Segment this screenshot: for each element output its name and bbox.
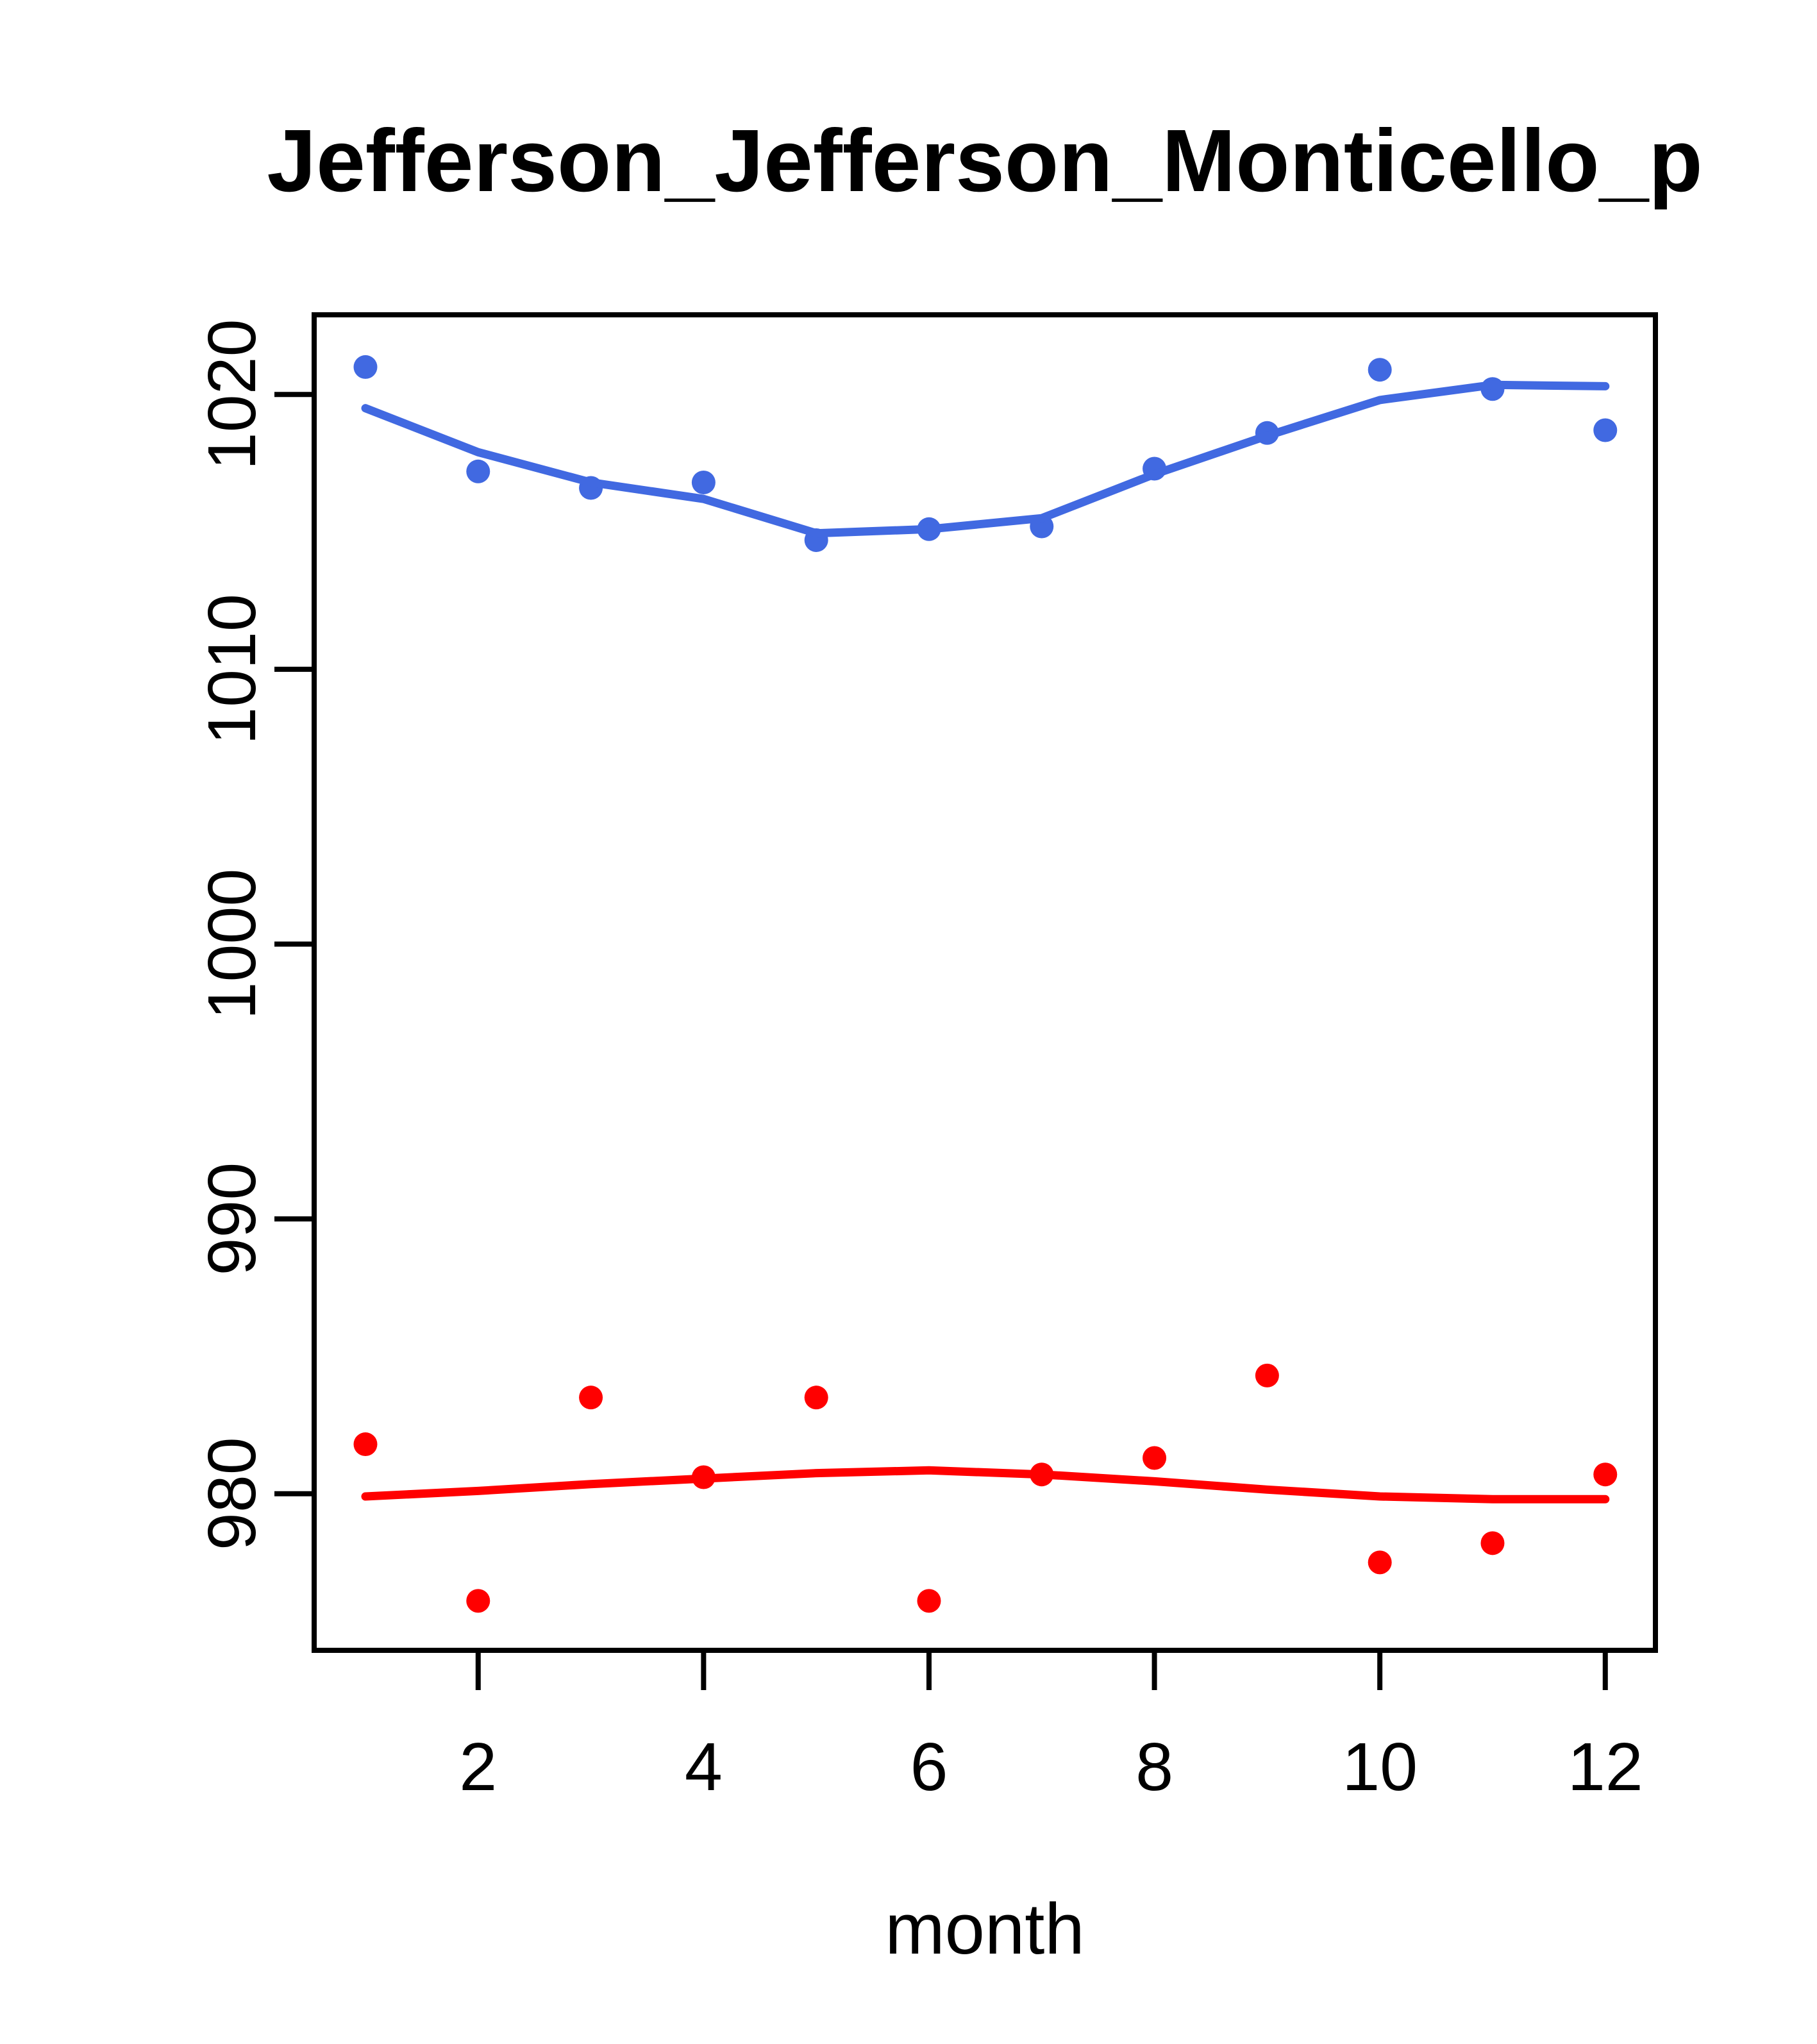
low-pressure-points-m3 [579, 1386, 603, 1410]
high-pressure-points-m4 [691, 470, 716, 494]
low-pressure-points-m9 [1255, 1363, 1279, 1387]
x-axis-title: month [885, 1889, 1084, 1969]
plot-frame [312, 312, 1658, 1653]
low-pressure-points-m5 [804, 1386, 828, 1410]
low-pressure-points-m8 [1143, 1446, 1167, 1470]
y-tick-label-1010: 1010 [194, 594, 270, 745]
high-pressure-points-m12 [1593, 418, 1618, 442]
axes: 2 4 6 8 10 12 980 990 1000 1010 1020 [194, 312, 1658, 1805]
data-series [353, 355, 1618, 1613]
low-pressure-points-m1 [353, 1432, 378, 1457]
low-pressure-points-m12 [1593, 1462, 1618, 1487]
y-tick-label-980: 980 [194, 1437, 270, 1550]
y-tick-label-990: 990 [194, 1162, 270, 1276]
x-tick-label-8: 8 [1135, 1729, 1173, 1805]
y-tick-label-1020: 1020 [194, 319, 270, 470]
low-pressure-points-m11 [1480, 1531, 1505, 1555]
low-pressure-points-m2 [466, 1589, 490, 1613]
x-tick-label-2: 2 [459, 1729, 497, 1805]
high-pressure-smooth-path [361, 380, 1610, 538]
low-pressure-smooth-path [361, 1466, 1610, 1504]
chart-title: Jefferson_Jefferson_Monticello_p [267, 112, 1702, 210]
x-tick-label-12: 12 [1568, 1729, 1643, 1805]
low-pressure-points-m6 [917, 1589, 941, 1613]
high-pressure-points-m1 [353, 355, 378, 379]
high-pressure-points-m2 [466, 459, 490, 483]
x-tick-label-4: 4 [685, 1729, 723, 1805]
y-tick-label-1000: 1000 [194, 869, 270, 1020]
high-pressure-points-m10 [1368, 358, 1392, 382]
low-pressure-points-m10 [1368, 1550, 1392, 1575]
x-tick-label-10: 10 [1342, 1729, 1418, 1805]
x-tick-label-6: 6 [910, 1729, 948, 1805]
